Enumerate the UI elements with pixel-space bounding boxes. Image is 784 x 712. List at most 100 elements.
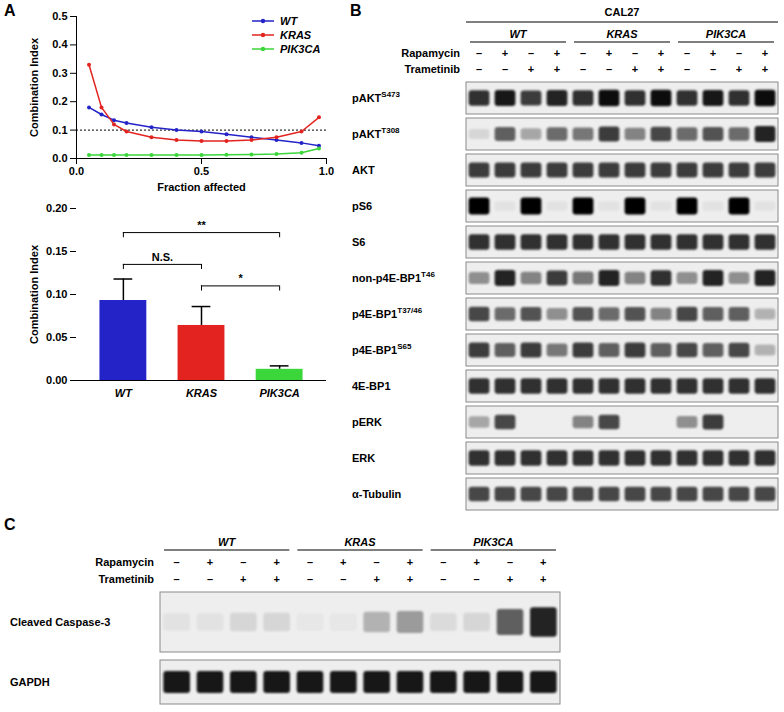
- svg-text:4E-BP1: 4E-BP1: [352, 380, 391, 392]
- svg-text:+: +: [710, 47, 716, 59]
- svg-text:B: B: [350, 2, 362, 19]
- svg-text:0.20: 0.20: [46, 202, 67, 214]
- svg-text:GAPDH: GAPDH: [10, 676, 50, 688]
- svg-text:+: +: [762, 63, 768, 75]
- svg-text:1.0: 1.0: [319, 165, 334, 177]
- svg-text:Rapamycin: Rapamycin: [95, 556, 154, 568]
- svg-text:–: –: [307, 556, 313, 568]
- svg-text:–: –: [684, 63, 690, 75]
- svg-text:KRAS: KRAS: [344, 536, 376, 548]
- svg-text:–: –: [606, 63, 612, 75]
- svg-text:–: –: [632, 47, 638, 59]
- svg-text:0.15: 0.15: [46, 245, 67, 257]
- svg-text:AKT: AKT: [352, 164, 375, 176]
- svg-text:–: –: [307, 573, 313, 585]
- svg-text:0.1: 0.1: [52, 124, 67, 136]
- svg-text:+: +: [502, 47, 508, 59]
- svg-text:–: –: [580, 47, 586, 59]
- svg-text:non-p4E-BP1T46: non-p4E-BP1T46: [352, 270, 435, 284]
- svg-text:+: +: [540, 573, 546, 585]
- svg-text:**: **: [197, 219, 206, 231]
- svg-text:0.4: 0.4: [52, 38, 68, 50]
- svg-text:pAKTS473: pAKTS473: [352, 90, 401, 104]
- svg-text:0.5: 0.5: [194, 165, 209, 177]
- svg-text:A: A: [4, 2, 16, 19]
- svg-text:+: +: [373, 573, 379, 585]
- svg-text:Combination Index: Combination Index: [28, 244, 40, 344]
- svg-text:–: –: [174, 556, 180, 568]
- svg-text:WT: WT: [509, 28, 527, 40]
- svg-text:0.05: 0.05: [46, 331, 67, 343]
- svg-text:+: +: [507, 573, 513, 585]
- svg-text:–: –: [440, 573, 446, 585]
- svg-text:Rapamycin: Rapamycin: [401, 47, 460, 59]
- svg-text:–: –: [507, 556, 513, 568]
- svg-text:0.5: 0.5: [52, 10, 67, 22]
- svg-text:KRAS: KRAS: [606, 28, 638, 40]
- svg-text:S6: S6: [352, 236, 365, 248]
- svg-text:+: +: [540, 556, 546, 568]
- svg-text:0.0: 0.0: [52, 152, 67, 164]
- svg-text:–: –: [684, 47, 690, 59]
- svg-text:WT: WT: [218, 536, 236, 548]
- svg-text:PIK3CA: PIK3CA: [259, 387, 299, 399]
- svg-text:–: –: [502, 63, 508, 75]
- svg-text:+: +: [473, 556, 479, 568]
- svg-text:Fraction affected: Fraction affected: [157, 181, 246, 193]
- svg-text:pERK: pERK: [352, 416, 382, 428]
- svg-text:C: C: [4, 516, 16, 533]
- svg-text:–: –: [476, 63, 482, 75]
- svg-text:+: +: [240, 573, 246, 585]
- svg-text:–: –: [580, 63, 586, 75]
- svg-text:Combination Index: Combination Index: [28, 37, 40, 137]
- svg-text:+: +: [554, 47, 560, 59]
- svg-text:0.2: 0.2: [52, 95, 67, 107]
- svg-text:Trametinib: Trametinib: [404, 63, 460, 75]
- svg-text:–: –: [528, 47, 534, 59]
- svg-text:+: +: [207, 556, 213, 568]
- svg-text:*: *: [238, 272, 243, 284]
- svg-text:+: +: [762, 47, 768, 59]
- svg-text:ERK: ERK: [352, 452, 375, 464]
- svg-text:–: –: [240, 556, 246, 568]
- svg-text:+: +: [554, 63, 560, 75]
- svg-text:KRAS: KRAS: [186, 387, 218, 399]
- svg-text:pS6: pS6: [352, 200, 372, 212]
- svg-text:CAL27: CAL27: [605, 6, 640, 18]
- svg-text:PIK3CA: PIK3CA: [473, 536, 513, 548]
- svg-text:–: –: [476, 47, 482, 59]
- svg-text:+: +: [407, 573, 413, 585]
- svg-text:N.S.: N.S.: [152, 251, 173, 263]
- svg-text:–: –: [207, 573, 213, 585]
- svg-text:Trametinib: Trametinib: [98, 573, 154, 585]
- svg-text:0.00: 0.00: [46, 374, 67, 386]
- svg-text:–: –: [710, 63, 716, 75]
- svg-text:+: +: [658, 63, 664, 75]
- svg-text:+: +: [340, 556, 346, 568]
- svg-text:p4E-BP1S65: p4E-BP1S65: [352, 342, 412, 356]
- svg-text:+: +: [273, 573, 279, 585]
- svg-text:α-Tubulin: α-Tubulin: [352, 488, 402, 500]
- svg-text:0.10: 0.10: [46, 288, 67, 300]
- svg-text:PIK3CA: PIK3CA: [706, 28, 746, 40]
- svg-text:+: +: [632, 63, 638, 75]
- svg-text:+: +: [658, 47, 664, 59]
- svg-text:–: –: [374, 556, 380, 568]
- svg-text:0.3: 0.3: [52, 67, 67, 79]
- svg-text:+: +: [273, 556, 279, 568]
- svg-text:+: +: [736, 63, 742, 75]
- svg-text:WT: WT: [115, 387, 133, 399]
- svg-text:0.0: 0.0: [69, 165, 84, 177]
- svg-text:–: –: [474, 573, 480, 585]
- svg-text:pAKTT308: pAKTT308: [352, 126, 400, 140]
- svg-text:–: –: [440, 556, 446, 568]
- svg-text:–: –: [340, 573, 346, 585]
- svg-text:–: –: [736, 47, 742, 59]
- svg-text:–: –: [174, 573, 180, 585]
- html-text:WT: WT: [280, 15, 298, 27]
- svg-text:+: +: [528, 63, 534, 75]
- svg-text:+: +: [606, 47, 612, 59]
- svg-text:p4E-BP1T37/46: p4E-BP1T37/46: [352, 306, 423, 320]
- svg-text:+: +: [407, 556, 413, 568]
- svg-text:Cleaved Caspase-3: Cleaved Caspase-3: [10, 616, 110, 628]
